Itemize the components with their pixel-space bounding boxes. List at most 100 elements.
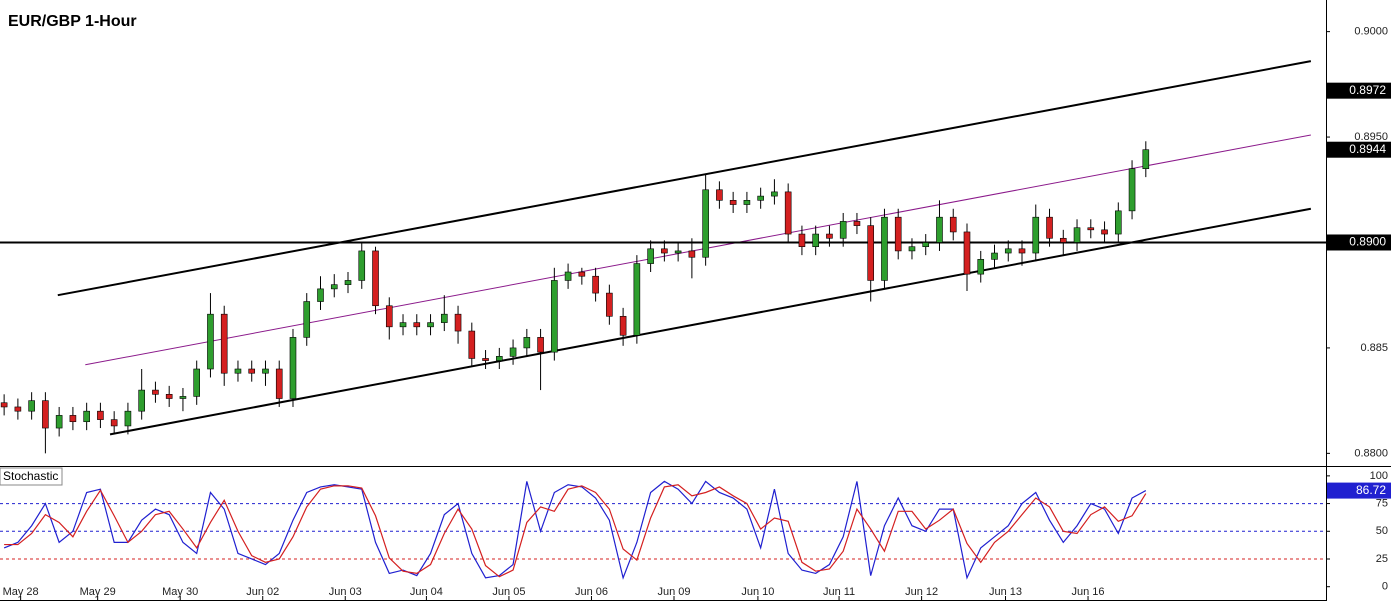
x-tick-label: Jun 09 [657,586,690,598]
price-label: 0.8944 [1349,142,1386,156]
candle-body [124,410,132,427]
y-tick-label: 0.885 [1360,342,1388,354]
candle-body [991,252,998,260]
chart-title: EUR/GBP 1-Hour [8,13,137,30]
x-tick-label: Jun 04 [410,586,443,598]
x-tick-label: Jun 06 [575,586,608,598]
panel-title-box [0,467,63,486]
x-tick-label: Jun 02 [246,586,279,598]
candle-body [798,233,806,248]
y-tick-label: 25 [1376,553,1388,565]
candle-body [578,271,586,277]
candle-body [303,301,311,338]
trend-line [109,207,1312,436]
value-label-box [1327,482,1391,499]
candle-body [674,250,682,254]
candle-body [358,250,366,281]
candle-body [949,216,957,233]
candle-body [83,410,90,423]
candle-body [853,221,861,226]
y-tick-label: 0.8800 [1354,447,1388,459]
stoch-line [4,484,1147,578]
candle-body [1114,210,1122,235]
candle-body [867,225,875,281]
price-label: 0.8972 [1349,83,1386,97]
candle-body [523,337,531,349]
x-tick-label: May 29 [80,586,116,598]
price-label-box [1327,82,1391,99]
stoch-line [3,480,1147,580]
candle-body [330,284,338,290]
candle-body [427,322,434,328]
value-label: 86.72 [1356,483,1386,497]
candle-body [454,313,462,332]
candle-body [757,195,764,201]
candle-body [661,248,668,254]
x-tick-label: Jun 13 [989,586,1022,598]
candle-body [413,322,421,328]
candle-body [1101,229,1108,235]
candle-body [729,200,737,205]
candle-body [633,263,641,336]
candle-body [1059,237,1067,243]
candle-body [1046,216,1053,239]
candle-body [110,419,118,427]
candle-body [509,347,517,357]
candle-body [372,250,379,307]
y-tick-label: 0.8950 [1354,131,1388,143]
price-label: 0.8900 [1349,235,1386,249]
candle-body [482,358,489,361]
x-tick-label: May 30 [162,586,198,598]
price-label-box [1327,141,1391,158]
y-tick-label: 0 [1382,581,1388,593]
x-tick-label: Jun 05 [492,586,525,598]
y-tick-label: 50 [1376,525,1388,537]
candle-body [344,280,352,285]
candle-body [771,191,778,197]
candle-body [826,233,833,239]
candle-body [179,396,187,399]
candle-body [97,410,104,420]
price-label-box [1327,234,1391,251]
candle-body [716,189,723,201]
candle-body [55,415,63,429]
candle-body [275,368,283,399]
candle-body [317,288,324,302]
candle-body [647,248,654,264]
candle-body [1004,248,1012,254]
candle-body [468,330,476,359]
candle-body [908,246,916,252]
x-tick-label: Jun 16 [1072,586,1105,598]
x-tick-label: Jun 11 [823,586,855,598]
candle-body [1018,248,1026,254]
candle-body [812,233,819,248]
x-tick-label: Jun 03 [329,586,362,598]
candle-body [743,200,751,205]
candle-body [496,356,503,361]
y-tick-label: 0.9000 [1354,26,1388,38]
candle-body [234,368,242,374]
candle-body [399,322,407,328]
candle-body [1087,227,1095,231]
candle-body [262,368,269,374]
x-tick-label: Jun 12 [905,586,938,598]
candle-body [138,389,145,412]
candle-body [1142,149,1150,169]
candle-body [551,280,558,353]
candle-body [152,389,159,395]
candle-body [606,292,613,317]
candle-body [894,216,902,252]
candle-body [248,368,256,374]
trend-line [57,60,1312,297]
candle-body [922,242,930,248]
candle-body [881,216,888,281]
candle-body [619,315,627,336]
candle-body [220,313,228,374]
trend-line [85,134,1311,366]
candle-body [165,394,173,399]
candle-body [936,216,943,243]
candle-body [42,400,49,429]
x-tick-label: May 28 [3,586,39,598]
